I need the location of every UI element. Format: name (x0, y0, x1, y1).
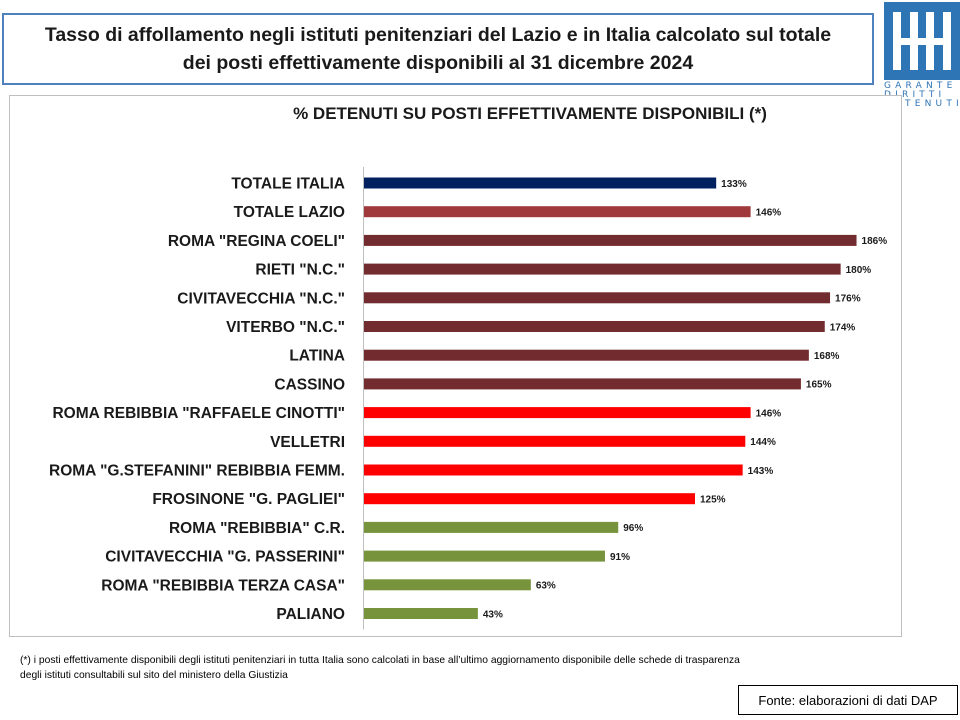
bar (364, 378, 801, 390)
category-label: PALIANO (276, 606, 345, 623)
bar (364, 234, 857, 246)
bar (364, 464, 743, 476)
footnote-line-2: degli istituti consultabili sul sito del… (20, 670, 288, 681)
data-label: 165% (806, 380, 832, 391)
logo-mark-icon (884, 2, 960, 80)
footnote-line-1: (*) i posti effettivamente disponibili d… (20, 655, 740, 666)
bar (364, 263, 841, 275)
data-label: 180% (846, 265, 872, 276)
bar (364, 550, 605, 562)
data-label: 144% (750, 437, 776, 448)
data-label: 168% (814, 351, 840, 362)
data-label: 146% (756, 408, 782, 419)
page-title-line-2: dei posti effettivamente disponibili al … (182, 52, 694, 74)
category-label: CIVITAVECCHIA "G. PASSERINI" (105, 549, 345, 566)
footnote: (*) i posti effettivamente disponibili d… (20, 653, 940, 683)
bar (364, 292, 831, 304)
category-label: ROMA "REGINA COELI" (168, 233, 345, 250)
category-label: ROMA "REBIBBIA" C.R. (169, 520, 345, 537)
bar (364, 435, 746, 447)
bar (364, 177, 717, 189)
category-label: CASSINO (274, 376, 345, 393)
category-label: FROSINONE "G. PAGLIEI" (152, 491, 345, 508)
data-label: 125% (700, 495, 726, 506)
bar (364, 608, 478, 619)
category-label: CIVITAVECCHIA "N.C." (177, 290, 345, 307)
category-label: VELLETRI (270, 434, 345, 451)
bar (364, 521, 619, 533)
data-label: 176% (835, 294, 861, 305)
garante-logo: GARANTE DIRITTI DETENUTI (882, 2, 960, 109)
logo-text-line-3: DETENUTI (884, 99, 960, 109)
category-label: TOTALE ITALIA (231, 176, 345, 193)
source-text: Fonte: elaborazioni di dati DAP (758, 692, 938, 708)
category-label: ROMA "G.STEFANINI" REBIBBIA FEMM. (49, 463, 345, 480)
category-label: TOTALE LAZIO (234, 204, 345, 221)
bar (364, 349, 809, 361)
data-label: 91% (610, 552, 630, 563)
category-label: VITERBO "N.C." (226, 319, 345, 336)
category-label: RIETI "N.C." (255, 262, 345, 279)
bar (364, 206, 751, 218)
source-box: Fonte: elaborazioni di dati DAP (738, 685, 958, 715)
data-label: 143% (748, 466, 774, 477)
logo-text-line-2: DIRITTI (884, 90, 946, 100)
header-title-box: Tasso di affollamento negli istituti pen… (2, 13, 874, 85)
chart-frame: % DETENUTI SU POSTI EFFETTIVAMENTE DISPO… (9, 95, 902, 637)
data-label: 146% (756, 208, 782, 219)
logo-text-line-1: GARANTE (884, 81, 957, 91)
data-label: 174% (830, 322, 856, 333)
chart-title: % DETENUTI SU POSTI EFFETTIVAMENTE DISPO… (293, 104, 767, 123)
data-label: 63% (536, 581, 556, 592)
page-title-line-1: Tasso di affollamento negli istituti pen… (44, 24, 832, 46)
category-label: ROMA REBIBBIA "RAFFAELE CINOTTI" (52, 405, 345, 422)
data-label: 186% (862, 236, 888, 247)
bar (364, 407, 751, 419)
bar (364, 579, 531, 591)
data-label: 133% (721, 179, 747, 190)
data-label: 43% (483, 609, 503, 620)
data-label: 96% (623, 523, 643, 534)
category-label: ROMA "REBIBBIA TERZA CASA" (101, 577, 345, 594)
bar-chart: % DETENUTI SU POSTI EFFETTIVAMENTE DISPO… (49, 104, 888, 630)
bar (364, 321, 825, 332)
bar (364, 493, 695, 505)
category-label: LATINA (289, 348, 345, 365)
